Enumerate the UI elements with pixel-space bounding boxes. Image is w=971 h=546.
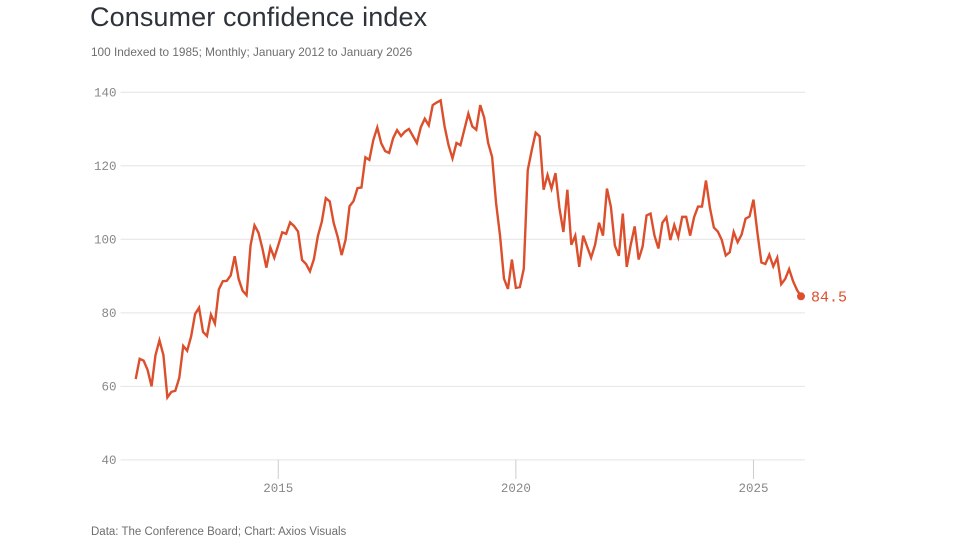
svg-text:84.5: 84.5 <box>811 289 847 306</box>
svg-text:2020: 2020 <box>501 482 531 496</box>
svg-text:140: 140 <box>94 86 117 100</box>
svg-text:120: 120 <box>94 160 117 174</box>
svg-text:60: 60 <box>101 380 116 394</box>
svg-text:2015: 2015 <box>263 482 293 496</box>
svg-text:100: 100 <box>94 233 117 247</box>
svg-text:40: 40 <box>101 454 116 468</box>
svg-text:80: 80 <box>101 307 116 321</box>
svg-text:2025: 2025 <box>738 482 768 496</box>
